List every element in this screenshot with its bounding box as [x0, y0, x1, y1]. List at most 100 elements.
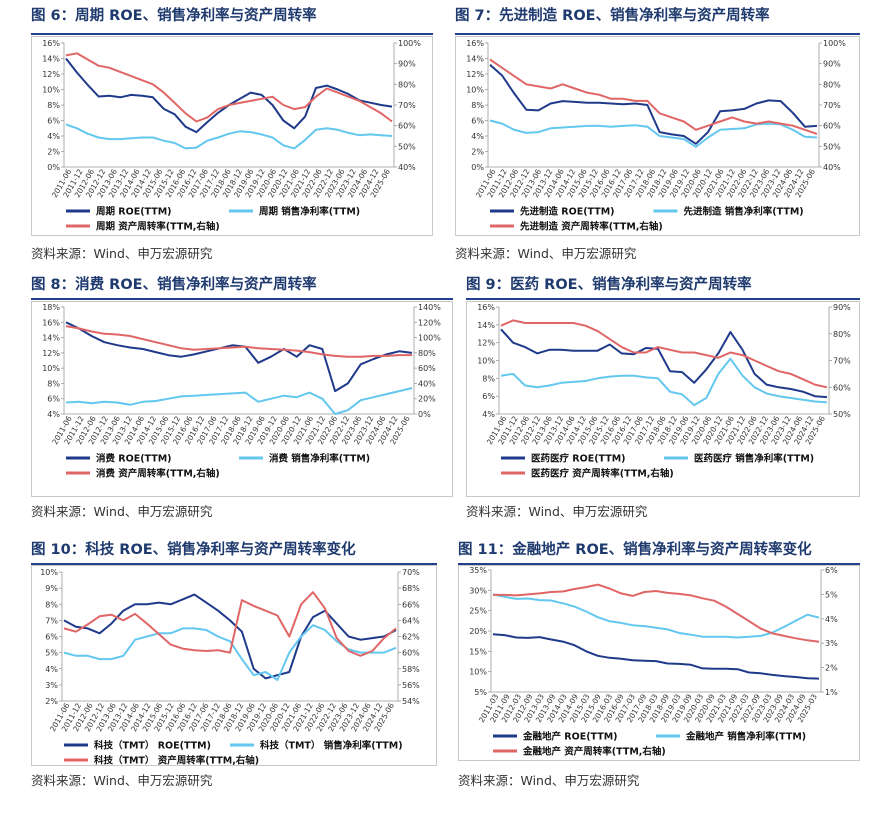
legend-label: 金融地产 ROE(TTM)	[522, 731, 618, 743]
right-tick-label: 64%	[402, 616, 420, 625]
line-chart: 5%10%15%20%25%30%35%1%2%3%4%5%6%2011-032…	[469, 566, 838, 758]
series-line	[63, 593, 397, 680]
right-tick-label: 40%	[418, 379, 436, 388]
line-chart: 4%6%8%10%12%14%16%50%60%70%80%90%2011-06…	[477, 303, 851, 480]
series-line	[492, 593, 820, 639]
right-tick-label: 90%	[833, 303, 851, 312]
right-tick-label: 70%	[833, 357, 851, 366]
legend-label: 先进制造 ROE(TTM)	[520, 206, 615, 218]
left-tick-label: 9%	[45, 584, 58, 593]
chart-panel-9: 图 9：医药 ROE、销售净利率与资产周转率 4% 6% 8% 10% 12% 14% 16…	[466, 275, 860, 525]
right-tick-label: 80%	[398, 80, 416, 89]
right-tick-label: 68%	[402, 584, 420, 593]
left-tick-label: 4%	[47, 410, 60, 419]
right-tick-label: 5%	[825, 590, 838, 599]
right-tick-label: 60%	[402, 649, 420, 658]
chart-area: 0% 2% 4% 6% 8% 10% 12% 14% 16% 40% 50% 60% 70% 80% 90%…	[31, 36, 433, 236]
left-tick-label: 15%	[469, 647, 487, 656]
chart-title: 图 11：金融地产 ROE、销售净利率与资产周转率变化	[458, 542, 812, 558]
right-tick-label: 20%	[418, 395, 436, 404]
right-tick-label: 60%	[833, 383, 851, 392]
right-tick-label: 70%	[402, 568, 420, 577]
legend-label: 医药医疗 资产周转率(TTM,右轴)	[531, 468, 674, 480]
legend-label: 先进制造 销售净利率(TTM)	[684, 206, 804, 218]
right-tick-label: 50%	[398, 142, 416, 151]
legend-label: 周期 ROE(TTM)	[96, 206, 172, 218]
left-tick-label: 8%	[45, 600, 58, 609]
source-note: 资料来源：Wind、申万宏源研究	[31, 246, 213, 261]
left-tick-label: 6%	[47, 395, 60, 404]
right-tick-label: 50%	[823, 142, 841, 151]
series-line	[65, 321, 413, 393]
chart-title: 图 9：医药 ROE、销售净利率与资产周转率	[466, 277, 752, 293]
left-tick-label: 20%	[469, 627, 487, 636]
chart-area: 4% 6% 8% 10% 12% 14% 16% 18% 0% 20% 40% 60% 80% 100% 1…	[31, 301, 453, 497]
left-tick-label: 12%	[477, 339, 495, 348]
left-tick-label: 10%	[466, 86, 484, 95]
series-line	[63, 591, 397, 657]
left-tick-label: 12%	[42, 349, 60, 358]
left-tick-label: 2%	[471, 148, 484, 157]
legend-label: 金融地产 资产周转率(TTM,右轴)	[522, 746, 666, 758]
right-tick-label: 120%	[418, 318, 441, 327]
title-underline	[466, 298, 860, 300]
left-tick-label: 10%	[42, 364, 60, 373]
left-tick-label: 16%	[42, 318, 60, 327]
chart-title: 图 6：周期 ROE、销售净利率与资产周转率	[31, 8, 317, 24]
left-tick-label: 10%	[40, 568, 58, 577]
legend-label: 金融地产 销售净利率(TTM)	[685, 731, 806, 743]
left-tick-label: 10%	[477, 357, 495, 366]
left-tick-label: 6%	[471, 117, 484, 126]
legend-label: 医药医疗 销售净利率(TTM)	[694, 453, 814, 465]
right-tick-label: 70%	[823, 101, 841, 110]
left-tick-label: 3%	[45, 681, 58, 690]
left-tick-label: 12%	[42, 70, 60, 79]
legend-label: 科技（TMT） ROE(TTM)	[94, 740, 211, 752]
right-tick-label: 6%	[825, 566, 838, 575]
right-tick-label: 100%	[418, 334, 441, 343]
left-tick-label: 6%	[482, 392, 495, 401]
chart-title: 图 7：先进制造 ROE、销售净利率与资产周转率	[455, 8, 770, 24]
source-note: 资料来源：Wind、申万宏源研究	[466, 504, 648, 519]
left-tick-label: 4%	[482, 410, 495, 419]
left-tick-label: 14%	[466, 55, 484, 64]
legend-label: 医药医疗 ROE(TTM)	[531, 453, 626, 465]
line-chart: 4% 6% 8% 10% 12% 14% 16% 18% 0% 20% 40% 60% 80% 100% 1…	[42, 303, 441, 480]
line-chart: 0% 2% 4% 6% 8% 10% 12% 14% 16% 40% 50% 60% 70% 80% 90%…	[466, 39, 846, 233]
left-tick-label: 14%	[42, 55, 60, 64]
chart-panel-11: 图 11：金融地产 ROE、销售净利率与资产周转率变化 5% 10% 15% 20% 2…	[458, 540, 860, 800]
series-line	[63, 624, 397, 681]
left-tick-label: 10%	[42, 86, 60, 95]
chart-title: 图 8：消费 ROE、销售净利率与资产周转率	[31, 277, 317, 293]
left-tick-label: 5%	[45, 649, 58, 658]
right-tick-label: 1%	[825, 688, 838, 697]
series-line	[489, 119, 818, 148]
left-tick-label: 5%	[474, 688, 487, 697]
series-line	[65, 123, 393, 150]
source-note: 资料来源：Wind、申万宏源研究	[455, 246, 637, 261]
left-tick-label: 8%	[471, 101, 484, 110]
left-tick-label: 14%	[477, 321, 495, 330]
chart-panel-7: 图 7：先进制造 ROE、销售净利率与资产周转率 0% 2% 4% 6% 8% 10% 12…	[455, 6, 860, 264]
left-tick-label: 25%	[469, 607, 487, 616]
right-tick-label: 54%	[402, 697, 420, 706]
right-tick-label: 56%	[402, 681, 420, 690]
series-line	[489, 58, 818, 135]
chart-panel-10: 图 10：科技 ROE、销售净利率与资产周转率变化 2% 3% 4% 5% 6% 7% 8%…	[31, 540, 437, 800]
right-tick-label: 80%	[418, 349, 436, 358]
series-line	[65, 325, 412, 358]
left-tick-label: 7%	[45, 616, 58, 625]
right-tick-label: 100%	[398, 39, 421, 48]
right-tick-label: 40%	[823, 163, 841, 172]
left-tick-label: 16%	[42, 39, 60, 48]
left-tick-label: 4%	[47, 132, 60, 141]
left-tick-label: 0%	[47, 163, 60, 172]
right-tick-label: 60%	[398, 122, 416, 131]
left-tick-label: 0%	[471, 163, 484, 172]
right-tick-label: 80%	[833, 330, 851, 339]
legend-label: 先进制造 资产周转率(TTM,右轴)	[520, 221, 663, 233]
right-tick-label: 0%	[418, 410, 431, 419]
right-tick-label: 3%	[825, 639, 838, 648]
left-tick-label: 35%	[469, 566, 487, 575]
right-tick-label: 62%	[402, 633, 420, 642]
